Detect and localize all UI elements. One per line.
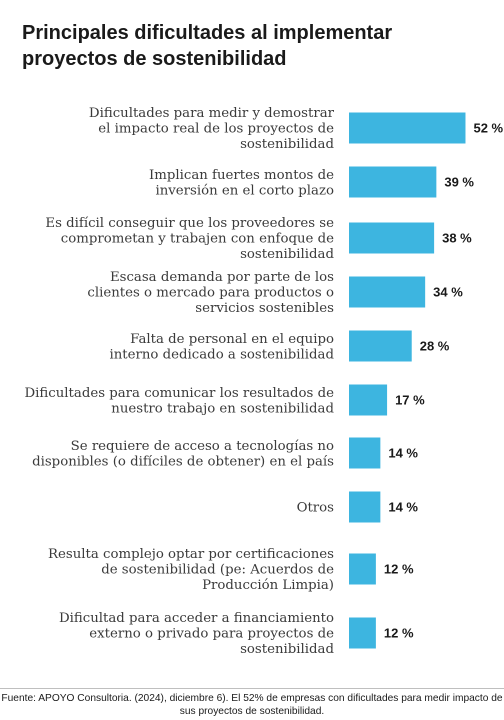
category-label-line: Otros: [297, 501, 335, 516]
category-label-line: Escasa demanda por parte de los: [110, 270, 334, 285]
bar-chart: 52 %Dificultades para medir y demostrar e…: [25, 106, 504, 657]
category-label-1: Dificultades para medir y demostrar el im…: [89, 106, 335, 152]
bar-10: [349, 617, 376, 649]
category-label-line: externo o privado para proyectos de: [89, 627, 334, 642]
category-label-line: sostenibilidad: [240, 247, 334, 262]
bar-4: [349, 276, 426, 308]
category-label-8: Otros: [297, 501, 335, 516]
category-label-line: el impacto real de los proyectos de: [98, 122, 334, 137]
value-label-9: 12 %: [384, 562, 414, 577]
category-label-line: de sostenibilidad (pe: Acuerdos de: [101, 563, 334, 578]
bar-3: [349, 222, 435, 254]
category-label-4: Escasa demanda por parte de los clientes …: [87, 270, 334, 316]
category-label-line: Dificultad para acceder a financiamiento: [59, 611, 334, 626]
category-label-line: Resulta complejo optar por certificacion…: [48, 547, 334, 562]
category-label-6: Dificultades para comunicar los resultad…: [25, 386, 335, 417]
category-label-line: Dificultades para comunicar los resultad…: [25, 386, 335, 401]
bar-6: [349, 384, 388, 416]
value-label-6: 17 %: [395, 393, 425, 408]
bar-8: [349, 491, 381, 523]
value-label-4: 34 %: [433, 285, 463, 300]
category-label-3: Es difícil conseguir que los proveedores…: [45, 216, 334, 262]
value-label-5: 28 %: [420, 339, 450, 354]
category-label-line: sostenibilidad: [240, 642, 334, 657]
bar-1: [349, 112, 466, 144]
category-label-line: nuestro trabajo en sostenibilidad: [111, 401, 334, 416]
value-label-1: 52 %: [473, 121, 503, 136]
category-label-9: Resulta complejo optar por certificacion…: [48, 547, 334, 593]
category-label-line: comprometan y trabajen con enfoque de: [61, 232, 334, 247]
category-label-line: sostenibilidad: [240, 137, 334, 152]
category-label-10: Dificultad para acceder a financiamiento…: [59, 611, 335, 657]
category-label-line: Es difícil conseguir que los proveedores…: [45, 216, 334, 231]
source-footnote: Fuente: APOYO Consultoria. (2024), dicie…: [0, 688, 504, 718]
category-label-line: Implican fuertes montos de: [149, 168, 334, 183]
category-label-7: Se requiere de acceso a tecnologías no di…: [32, 439, 334, 470]
category-label-line: disponibles (o difíciles de obtener) en …: [32, 454, 334, 469]
category-label-line: interno dedicado a sostenibilidad: [109, 347, 334, 362]
value-label-10: 12 %: [384, 626, 414, 641]
value-label-8: 14 %: [388, 500, 418, 515]
category-label-line: servicios sostenibles: [195, 301, 334, 316]
value-label-3: 38 %: [442, 231, 472, 246]
bar-2: [349, 166, 437, 198]
value-label-2: 39 %: [444, 175, 474, 190]
category-label-5: Falta de personal en el equipo interno de…: [109, 332, 334, 363]
bar-9: [349, 553, 376, 585]
bar-5: [349, 330, 412, 362]
value-label-7: 14 %: [388, 446, 418, 461]
category-label-line: Falta de personal en el equipo: [130, 332, 334, 347]
bar-7: [349, 437, 381, 469]
category-label-2: Implican fuertes montos de inversión en e…: [149, 168, 334, 199]
chart-title: Principales dificultades al implementar …: [22, 22, 393, 70]
category-label-line: inversión en el corto plazo: [155, 183, 334, 198]
category-label-line: Producción Limpia): [202, 578, 334, 593]
category-label-line: Se requiere de acceso a tecnologías no: [71, 439, 334, 454]
category-label-line: Dificultades para medir y demostrar: [89, 106, 335, 121]
category-label-line: clientes o mercado para productos o: [87, 286, 334, 301]
